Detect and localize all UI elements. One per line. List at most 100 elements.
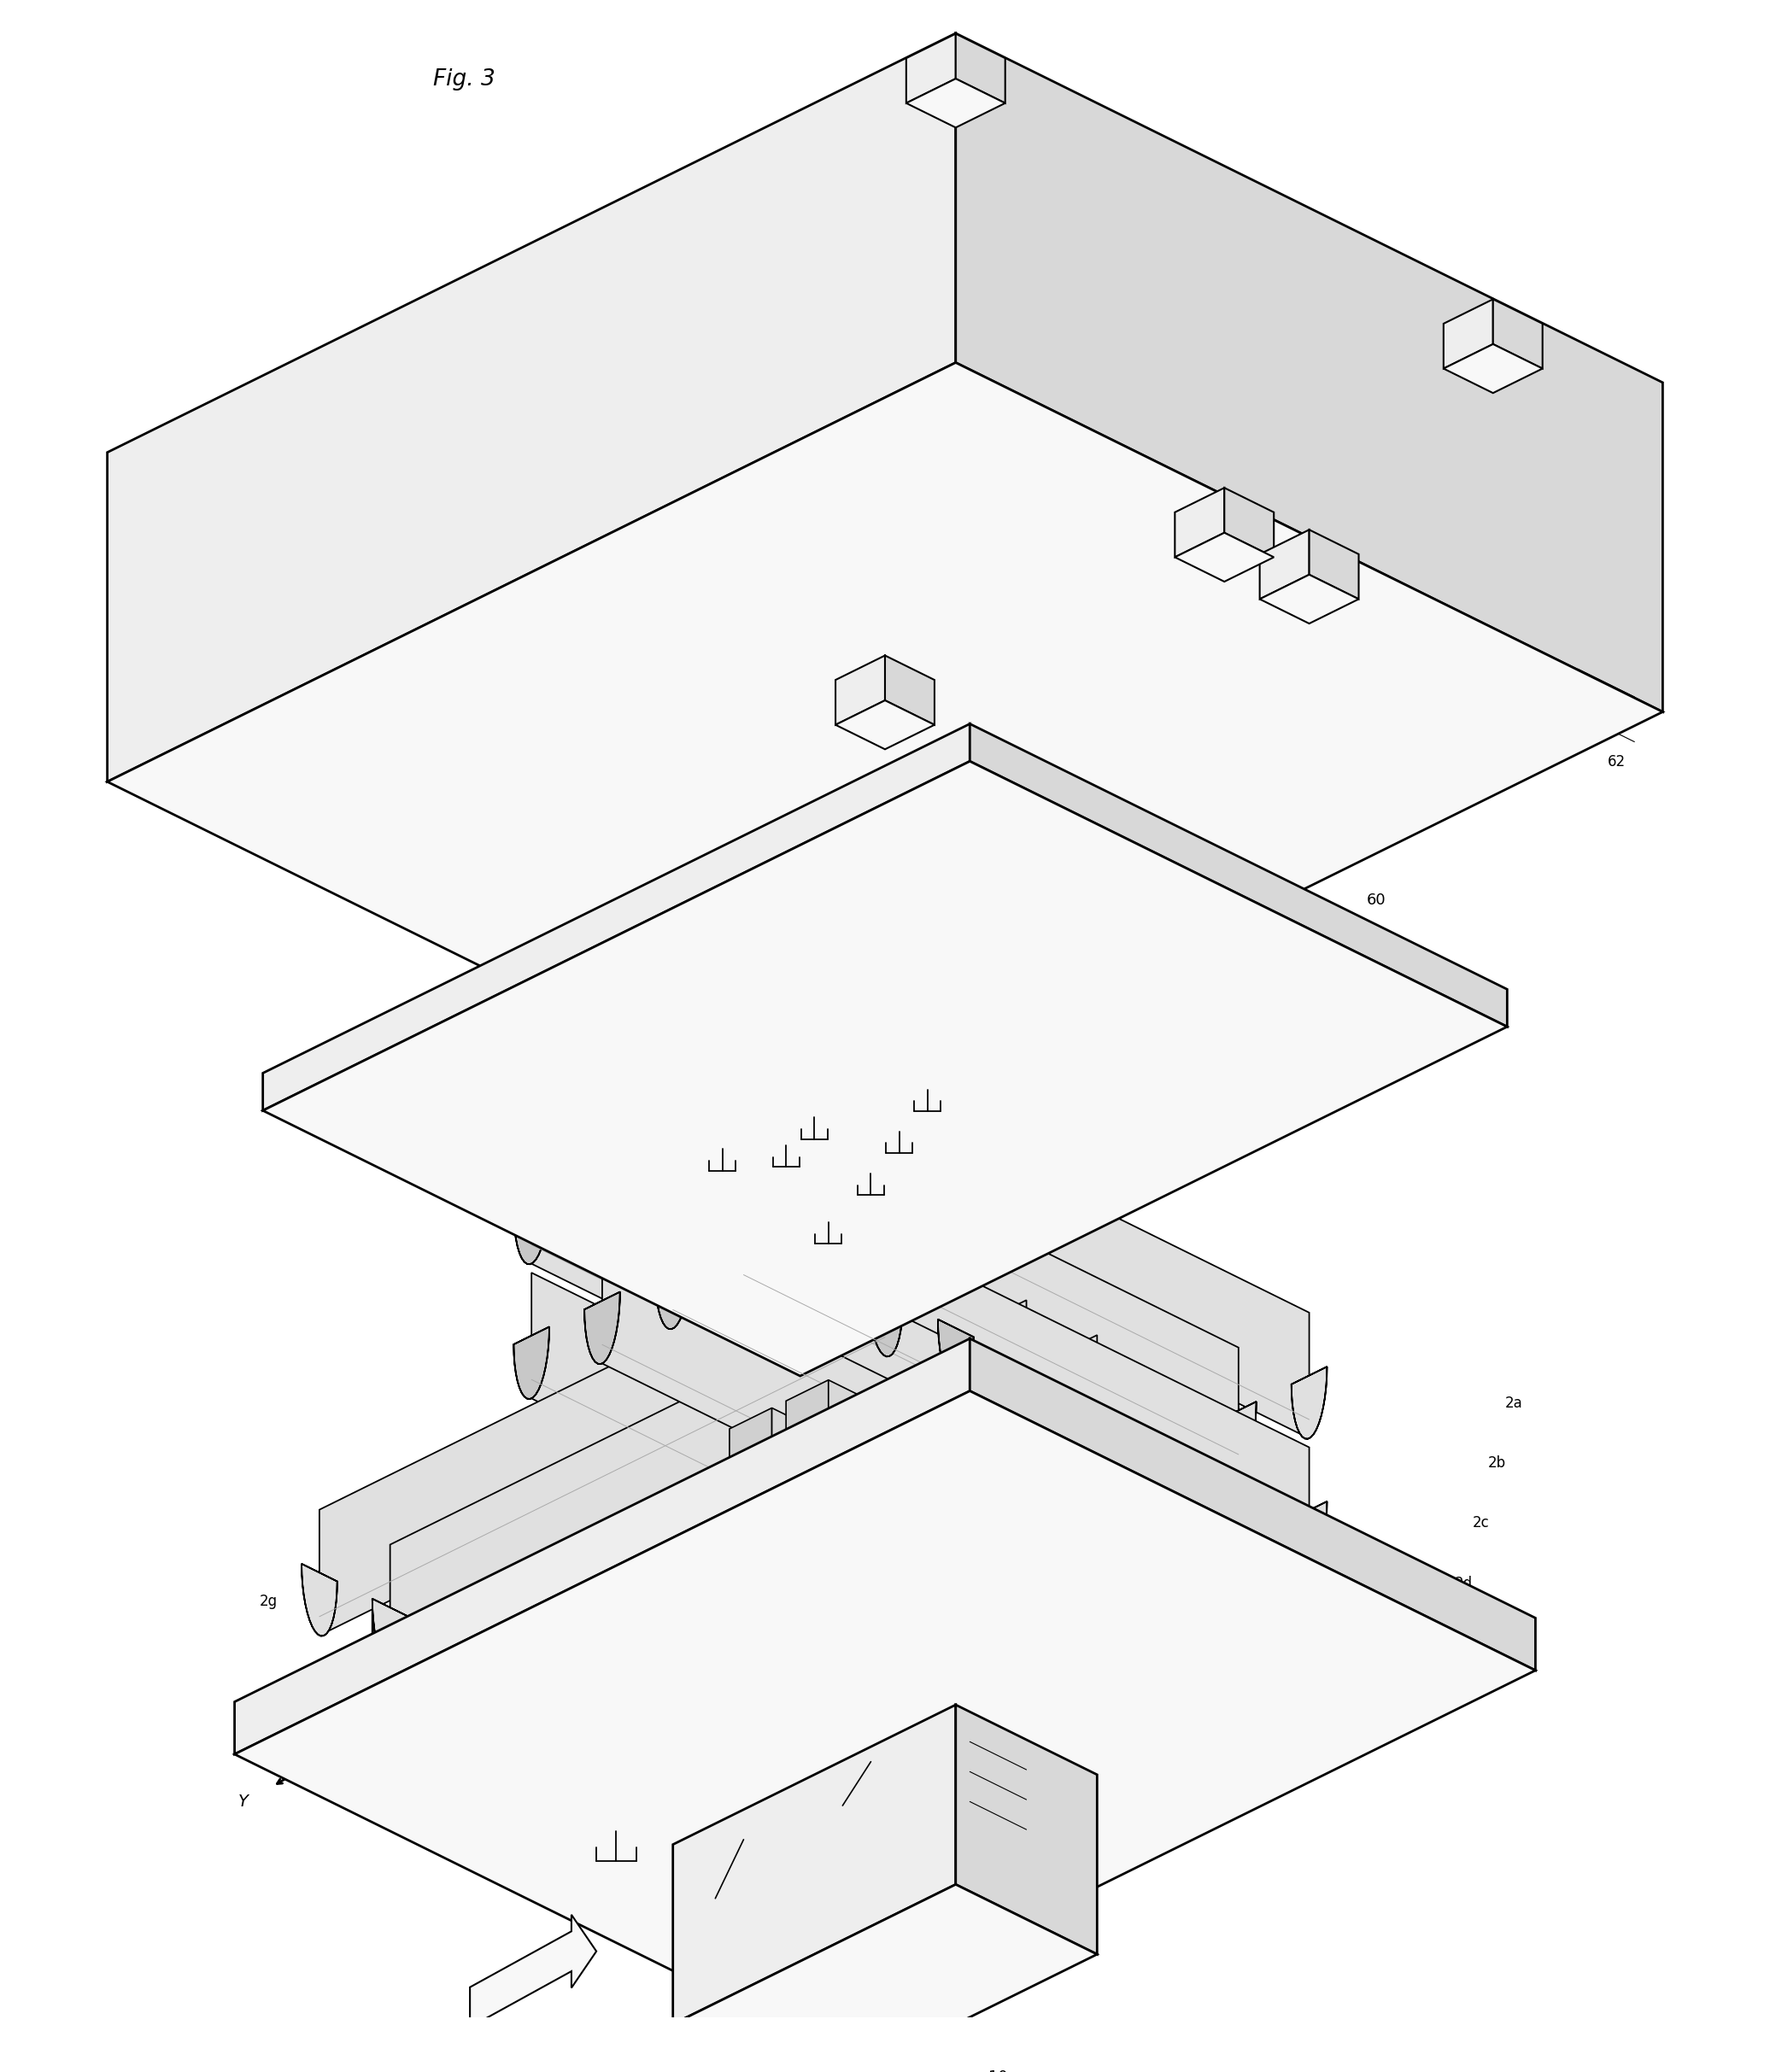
Polygon shape [970, 1339, 1535, 1670]
Polygon shape [1150, 1436, 1186, 1508]
Polygon shape [743, 1169, 1310, 1573]
Text: 60: 60 [1366, 893, 1386, 908]
Polygon shape [1080, 1471, 1115, 1544]
Polygon shape [781, 1434, 841, 1492]
Polygon shape [584, 1703, 620, 1776]
Polygon shape [442, 1633, 478, 1705]
Text: 9a: 9a [947, 1094, 963, 1106]
Text: 8c: 8c [816, 1838, 830, 1850]
Polygon shape [1221, 1459, 1257, 1531]
Text: 8: 8 [1258, 1651, 1269, 1668]
Polygon shape [1310, 530, 1359, 599]
Polygon shape [1292, 1368, 1328, 1438]
Polygon shape [1260, 530, 1310, 599]
Polygon shape [729, 1407, 772, 1481]
Polygon shape [655, 1258, 690, 1328]
Polygon shape [772, 1407, 821, 1486]
Polygon shape [828, 1500, 878, 1577]
Polygon shape [513, 1668, 549, 1740]
Polygon shape [1444, 344, 1542, 394]
Polygon shape [673, 1069, 1239, 1473]
Polygon shape [786, 1500, 828, 1573]
Polygon shape [513, 1326, 549, 1399]
Polygon shape [956, 33, 1005, 104]
Text: 9d: 9d [788, 1227, 804, 1239]
Polygon shape [1175, 487, 1225, 557]
Polygon shape [729, 1461, 821, 1506]
Polygon shape [956, 1705, 1097, 1954]
Polygon shape [673, 1705, 956, 2024]
Polygon shape [743, 1034, 1310, 1438]
Polygon shape [531, 1138, 1097, 1544]
Polygon shape [262, 723, 970, 1111]
Polygon shape [1221, 1535, 1257, 1608]
Text: 2g: 2g [260, 1593, 278, 1608]
Text: 8b: 8b [857, 1809, 873, 1821]
Text: 63: 63 [1308, 626, 1324, 638]
Text: 8f: 8f [738, 1840, 750, 1852]
Polygon shape [460, 1299, 1027, 1705]
Text: X: X [489, 1792, 499, 1809]
Polygon shape [108, 363, 1662, 1131]
Polygon shape [956, 33, 1662, 713]
Polygon shape [1150, 1571, 1186, 1643]
Text: Y: Y [237, 1792, 248, 1809]
Polygon shape [786, 1380, 828, 1452]
Polygon shape [108, 33, 956, 781]
Polygon shape [262, 760, 1508, 1376]
Polygon shape [1080, 1388, 1115, 1461]
Text: 2c: 2c [1473, 1515, 1489, 1531]
Polygon shape [531, 1334, 1097, 1740]
Polygon shape [319, 1231, 885, 1635]
Text: 9e: 9e [807, 1146, 823, 1156]
Text: 8d: 8d [754, 1883, 770, 1896]
Polygon shape [673, 1883, 1097, 2072]
Polygon shape [673, 1405, 1239, 1811]
Polygon shape [673, 1204, 1239, 1608]
Text: Z: Z [366, 1562, 379, 1579]
Polygon shape [1150, 1423, 1186, 1496]
Polygon shape [802, 1434, 862, 1492]
Text: 8e: 8e [788, 1813, 802, 1825]
Polygon shape [471, 1915, 596, 2026]
Polygon shape [715, 626, 1480, 1040]
Polygon shape [772, 1527, 821, 1604]
Text: 2f: 2f [439, 1674, 453, 1689]
Polygon shape [602, 1102, 1168, 1508]
Polygon shape [235, 1390, 1535, 2033]
Polygon shape [781, 1492, 841, 1552]
Text: 10: 10 [988, 2070, 1007, 2072]
Polygon shape [729, 1581, 821, 1624]
Text: 9g: 9g [676, 1156, 690, 1169]
Polygon shape [1225, 487, 1274, 557]
Polygon shape [673, 642, 1480, 1040]
Text: 67: 67 [1515, 375, 1531, 387]
Polygon shape [513, 1191, 549, 1264]
Polygon shape [655, 1738, 690, 1811]
Text: 9: 9 [1278, 980, 1289, 995]
Polygon shape [372, 1600, 407, 1670]
Text: Fig. 3: Fig. 3 [434, 68, 496, 91]
Polygon shape [729, 1527, 772, 1602]
Text: 8d: 8d [869, 1975, 885, 1987]
Polygon shape [389, 1266, 956, 1670]
Polygon shape [630, 584, 1395, 999]
Polygon shape [588, 601, 1395, 999]
Text: 80: 80 [1366, 1566, 1386, 1581]
Polygon shape [655, 1123, 690, 1193]
Polygon shape [906, 79, 1005, 128]
Polygon shape [906, 33, 956, 104]
Text: 8g: 8g [563, 1832, 579, 1844]
Polygon shape [1292, 1502, 1328, 1573]
Polygon shape [802, 1492, 862, 1552]
Polygon shape [568, 1656, 680, 1745]
Polygon shape [1494, 298, 1542, 369]
Polygon shape [584, 1156, 620, 1229]
Text: 61: 61 [701, 1069, 719, 1084]
Polygon shape [726, 1088, 761, 1160]
Polygon shape [1260, 574, 1359, 624]
Polygon shape [602, 1237, 1168, 1643]
Polygon shape [885, 655, 935, 725]
Polygon shape [531, 1272, 1097, 1678]
Polygon shape [828, 1380, 878, 1457]
